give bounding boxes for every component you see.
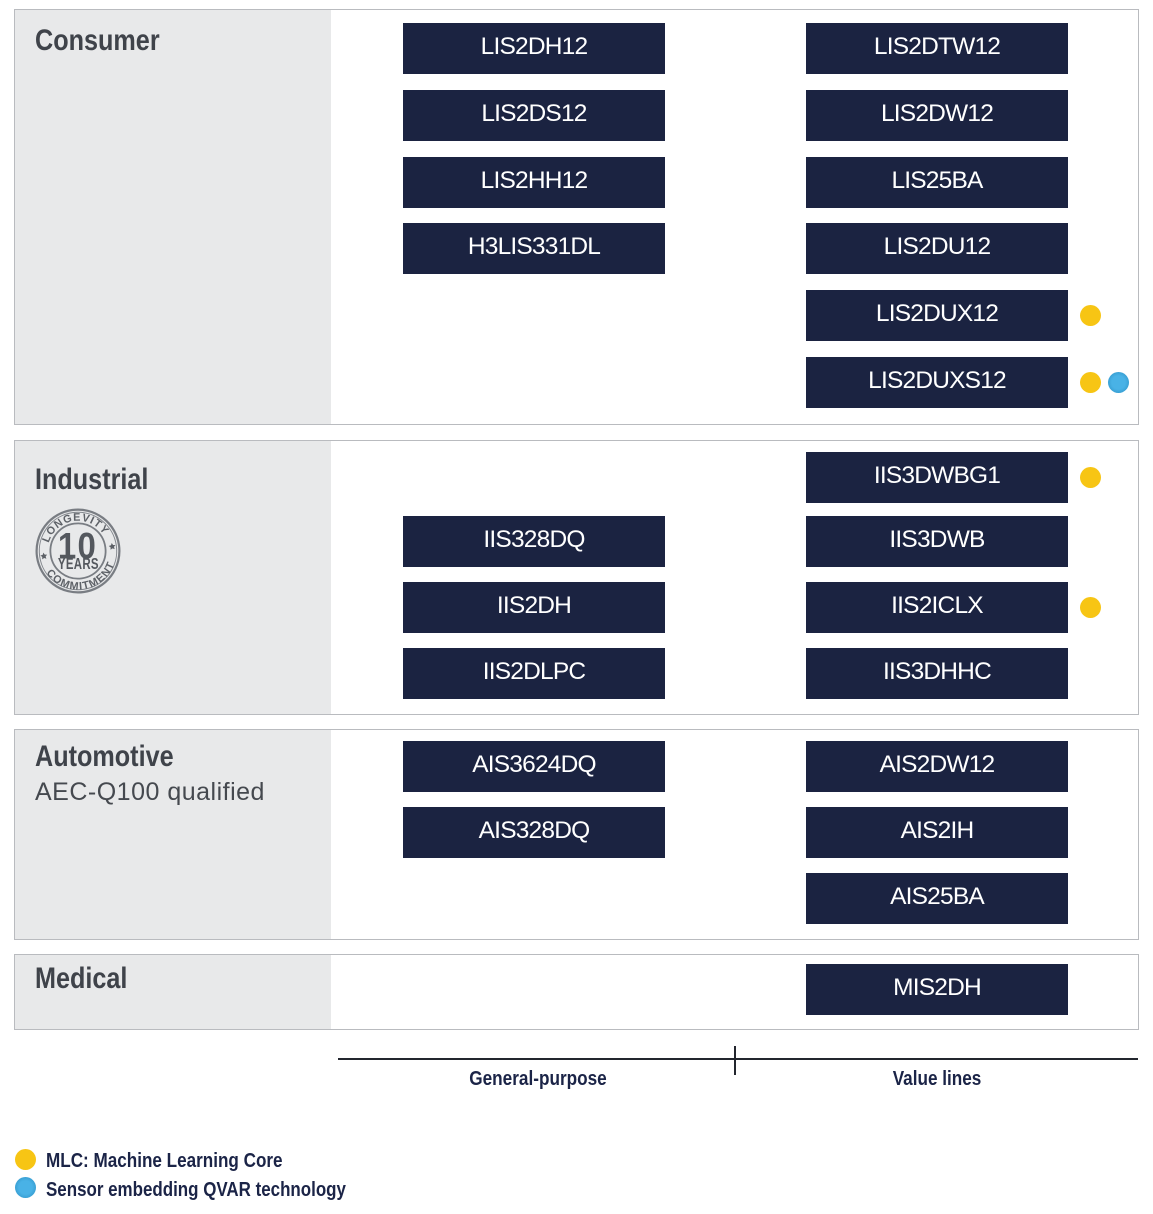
svg-text:YEARS: YEARS — [58, 556, 99, 573]
svg-text:10: 10 — [58, 526, 97, 567]
